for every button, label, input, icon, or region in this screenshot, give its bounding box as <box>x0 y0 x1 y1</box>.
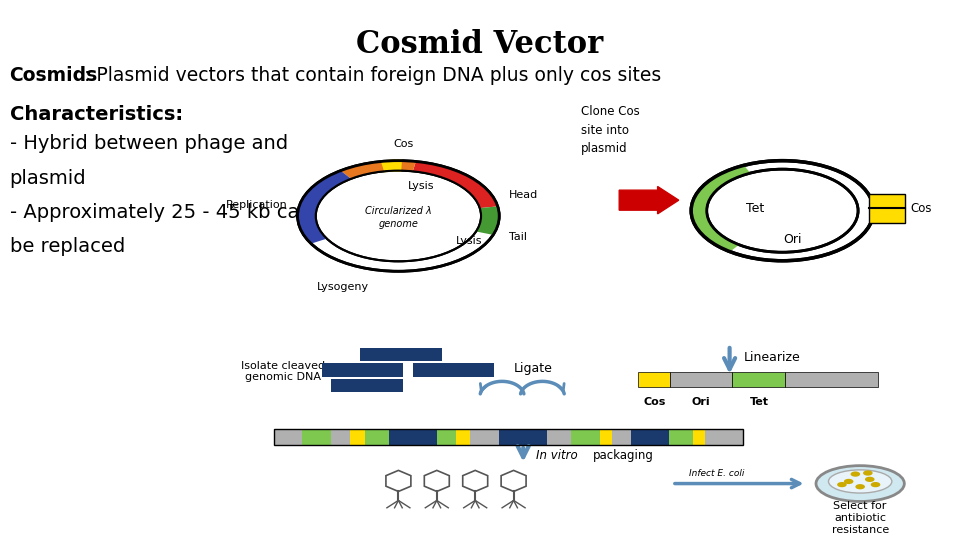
Wedge shape <box>413 161 497 208</box>
Bar <box>331 379 403 393</box>
Bar <box>499 429 547 445</box>
Circle shape <box>863 470 873 476</box>
Bar <box>274 429 302 445</box>
Text: Cos: Cos <box>910 201 931 214</box>
Text: - Approximately 25 - 45 kb can: - Approximately 25 - 45 kb can <box>10 203 311 222</box>
Bar <box>302 429 331 445</box>
Text: Tet: Tet <box>750 397 768 407</box>
Text: Lysogeny: Lysogeny <box>317 282 369 292</box>
Circle shape <box>844 479 853 484</box>
Text: packaging: packaging <box>593 449 654 462</box>
Text: Tail: Tail <box>509 232 527 242</box>
Circle shape <box>707 169 858 252</box>
Bar <box>274 429 743 445</box>
Ellipse shape <box>816 465 904 502</box>
Circle shape <box>865 477 875 482</box>
Bar <box>331 429 350 445</box>
Bar <box>631 429 669 445</box>
Text: In vitro: In vitro <box>536 449 577 462</box>
Text: Isolate cleaved
genomic DNA: Isolate cleaved genomic DNA <box>241 361 325 382</box>
Circle shape <box>691 161 874 261</box>
Text: Ori: Ori <box>692 397 710 407</box>
Text: Cosmid Vector: Cosmid Vector <box>356 29 604 60</box>
Text: site into: site into <box>581 124 629 137</box>
Bar <box>612 429 631 445</box>
Bar <box>547 429 571 445</box>
Bar <box>365 429 389 445</box>
Circle shape <box>298 161 499 271</box>
Text: Tet: Tet <box>746 201 765 214</box>
Bar <box>322 363 403 376</box>
Text: Infect E. coli: Infect E. coli <box>689 469 745 478</box>
Ellipse shape <box>828 470 892 493</box>
Bar <box>785 373 878 387</box>
Bar <box>600 429 612 445</box>
Wedge shape <box>691 165 751 252</box>
Wedge shape <box>476 206 499 235</box>
Text: Ori: Ori <box>782 233 802 246</box>
Text: : Plasmid vectors that contain foreign DNA plus only cos sites: : Plasmid vectors that contain foreign D… <box>84 66 661 85</box>
Text: Cosmids: Cosmids <box>10 66 98 85</box>
Bar <box>693 429 705 445</box>
Text: Linearize: Linearize <box>744 350 801 363</box>
Text: Replication: Replication <box>227 200 288 211</box>
Circle shape <box>316 171 481 261</box>
Polygon shape <box>501 470 526 491</box>
Text: Head: Head <box>509 190 538 200</box>
Text: Lysis: Lysis <box>408 180 435 191</box>
Bar <box>571 429 600 445</box>
Bar <box>413 363 494 376</box>
Bar <box>669 429 693 445</box>
Circle shape <box>837 482 847 487</box>
Bar <box>350 429 365 445</box>
Circle shape <box>871 482 880 487</box>
Text: genome: genome <box>378 219 419 229</box>
Bar <box>670 373 732 387</box>
Text: - Hybrid between phage and: - Hybrid between phage and <box>10 134 288 153</box>
Text: Lysis: Lysis <box>456 236 483 246</box>
Polygon shape <box>463 470 488 491</box>
Polygon shape <box>424 470 449 491</box>
Wedge shape <box>341 161 416 179</box>
Text: plasmid: plasmid <box>10 168 86 187</box>
Bar <box>869 193 905 222</box>
FancyArrow shape <box>619 186 679 214</box>
Bar <box>437 429 456 445</box>
Text: Cos: Cos <box>393 139 414 149</box>
Bar <box>470 429 499 445</box>
Bar <box>638 373 670 387</box>
Bar <box>360 348 442 361</box>
Wedge shape <box>380 160 402 172</box>
Polygon shape <box>386 470 411 491</box>
Text: be replaced: be replaced <box>10 237 125 256</box>
Text: Characteristics:: Characteristics: <box>10 105 182 124</box>
Bar <box>456 429 470 445</box>
Text: plasmid: plasmid <box>581 142 628 155</box>
Bar <box>705 429 743 445</box>
Text: Ligate: Ligate <box>514 362 552 375</box>
Wedge shape <box>298 171 351 244</box>
Circle shape <box>855 484 865 489</box>
Text: Circularized λ: Circularized λ <box>365 206 432 215</box>
Text: Cos: Cos <box>643 397 665 407</box>
Circle shape <box>851 471 860 477</box>
Bar <box>732 373 785 387</box>
Text: Clone Cos: Clone Cos <box>581 105 639 118</box>
Text: Select for
antibiotic
resistance: Select for antibiotic resistance <box>831 502 889 535</box>
Bar <box>389 429 437 445</box>
